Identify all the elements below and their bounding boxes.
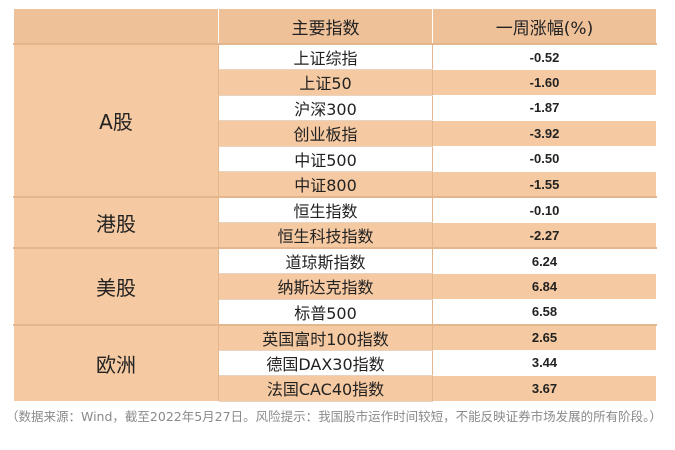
header-index-name: 主要指数	[218, 8, 433, 45]
index-name: 道琼斯指数	[218, 247, 433, 274]
table-row: 上证50 -1.60	[14, 69, 657, 96]
table-header-row: 主要指数 一周涨幅(%)	[13, 8, 657, 45]
index-name: 恒生科技指数	[218, 222, 433, 249]
table-body: A股 上证综指 -0.52 上证50 -1.60 沪深300 -1.87 创业板指 -3.92 中…	[13, 43, 657, 402]
region-label: 美股	[13, 247, 219, 325]
weekly-change-value: 3.44	[432, 349, 657, 376]
table-row: 法国CAC40指数 3.67	[14, 375, 657, 402]
header-weekly-change: 一周涨幅(%)	[432, 8, 657, 45]
table-row: 欧洲 英国富时100指数 2.65	[13, 323, 657, 402]
index-name: 上证50	[218, 69, 433, 96]
index-weekly-change-table: 主要指数 一周涨幅(%) A股 上证综指 -0.52 上证50 -1.60 沪深300 -1…	[13, 8, 657, 402]
weekly-change-value: -0.10	[432, 196, 657, 223]
index-name: 沪深300	[218, 94, 433, 121]
table-row: 中证500 -0.50	[14, 145, 657, 172]
table-row: 美股 道琼斯指数 6.24	[13, 247, 657, 325]
table-row: 恒生科技指数 -2.27	[14, 222, 657, 249]
index-name: 中证500	[218, 145, 433, 172]
weekly-change-value: 2.65	[432, 323, 657, 351]
index-name: 创业板指	[218, 120, 433, 147]
source-note: （数据来源：Wind，截至2022年5月27日。风险提示：我国股市运作时间较短，…	[6, 409, 662, 424]
table-row: 创业板指 -3.92	[14, 120, 657, 147]
weekly-change-value: -3.92	[432, 120, 657, 147]
region-label: 港股	[13, 196, 219, 249]
table-row: 港股 恒生指数 -0.10	[13, 196, 657, 249]
weekly-change-value: -0.52	[432, 43, 657, 70]
weekly-change-value: -2.27	[432, 222, 657, 249]
weekly-change-value: 3.67	[432, 375, 657, 402]
index-name: 中证800	[218, 171, 433, 198]
region-label: A股	[13, 43, 219, 198]
weekly-change-value: -1.55	[432, 171, 657, 198]
weekly-change-value: 6.58	[432, 298, 657, 325]
weekly-change-value: 6.24	[432, 247, 657, 274]
index-name: 法国CAC40指数	[218, 375, 433, 402]
table-row: 纳斯达克指数 6.84	[14, 273, 657, 300]
index-name: 标普500	[218, 298, 433, 325]
weekly-change-value: -1.87	[432, 94, 657, 121]
index-name: 德国DAX30指数	[218, 349, 433, 376]
index-name: 上证综指	[218, 43, 433, 70]
weekly-change-value: -1.60	[432, 69, 657, 96]
weekly-change-value: 6.84	[432, 273, 657, 300]
index-name: 恒生指数	[218, 196, 433, 223]
header-region	[13, 8, 219, 45]
index-name: 英国富时100指数	[218, 323, 433, 351]
index-name: 纳斯达克指数	[218, 273, 433, 300]
weekly-change-value: -0.50	[432, 145, 657, 172]
table-row: 标普500 6.58	[14, 298, 657, 325]
table-row: A股 上证综指 -0.52	[13, 43, 657, 198]
table-row: 中证800 -1.55	[14, 171, 657, 198]
region-label: 欧洲	[13, 323, 219, 402]
